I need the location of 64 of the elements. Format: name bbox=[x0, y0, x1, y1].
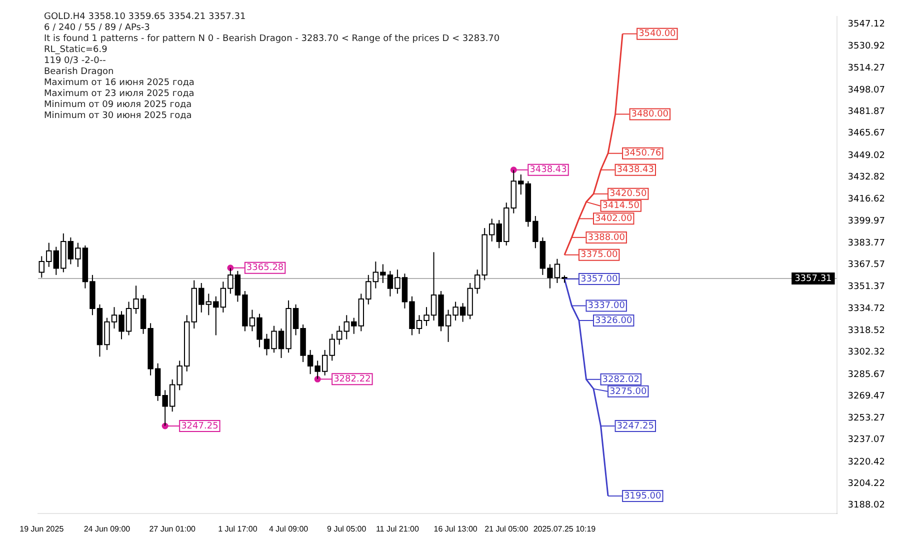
x-tick-label: 16 Jul 13:00 bbox=[434, 524, 478, 534]
data-label: 3438.43 bbox=[616, 165, 654, 176]
y-tick-label: 3253.27 bbox=[848, 413, 885, 424]
data-label: 3480.00 bbox=[631, 110, 669, 120]
data-label: 3540.00 bbox=[638, 29, 676, 40]
annotation: Minimum от 30 июня 2025 года bbox=[44, 111, 193, 122]
data-label: 3388.00 bbox=[588, 232, 626, 243]
y-tick-label: 3465.67 bbox=[848, 128, 885, 139]
data-label: 3247.25 bbox=[616, 421, 654, 432]
y-tick-label: 3383.77 bbox=[848, 238, 885, 248]
y-tick-label: 3547.12 bbox=[848, 20, 885, 30]
annotation: Maximum от 16 июня 2025 года bbox=[44, 78, 196, 89]
data-label: 3195.00 bbox=[624, 491, 662, 502]
y-tick-label: 3449.02 bbox=[848, 151, 885, 162]
data-label: 3420.50 bbox=[610, 189, 648, 200]
y-tick-label: 3351.37 bbox=[848, 282, 885, 292]
x-tick-label: 9 Jul 05:00 bbox=[327, 524, 367, 534]
y-tick-label: 3188.02 bbox=[848, 500, 885, 511]
data-label: 3450.76 bbox=[624, 148, 662, 159]
data-label: 3438.43 bbox=[530, 165, 567, 176]
annotation: 6 / 240 / 55 / 89 / APs-3 bbox=[44, 23, 151, 34]
y-tick-label: 3367.57 bbox=[848, 260, 885, 270]
data-label: 3282.22 bbox=[334, 374, 371, 384]
x-tick-label: 21 Jul 05:00 bbox=[484, 524, 529, 534]
y-tick-label: 3285.67 bbox=[848, 370, 885, 380]
y-tick-label: 3416.62 bbox=[848, 194, 885, 204]
x-tick-label: 11 Jul 21:00 bbox=[376, 524, 420, 534]
y-tick-label: 3237.07 bbox=[848, 434, 885, 445]
annotation: Minimum от 09 июля 2025 года bbox=[44, 100, 193, 111]
y-tick-label: 3334.72 bbox=[848, 304, 885, 314]
annotation: 119 0/3 -2-0-- bbox=[44, 56, 107, 67]
y-tick-label: 3514.27 bbox=[848, 64, 885, 74]
x-tick-label: 24 Jun 09:00 bbox=[84, 524, 131, 534]
data-label: 3326.00 bbox=[594, 316, 632, 326]
y-tick-label: 3498.07 bbox=[848, 85, 885, 96]
annotation: Bearish Dragon bbox=[44, 67, 115, 78]
data-label: 3275.00 bbox=[610, 386, 648, 397]
x-tick-label: 1 Jul 17:00 bbox=[218, 524, 258, 534]
data-label: 3247.25 bbox=[181, 421, 218, 432]
annotation: It is found 1 patterns - for pattern N 0 - Bearish Dragon - 3283.70 < Range of the prices D < 3283.70 bbox=[44, 34, 500, 45]
x-tick-label: 2025.07.25 10:19 bbox=[533, 524, 596, 534]
x-tick-label: 27 Jun 01:00 bbox=[149, 524, 196, 534]
data-label: 3375.00 bbox=[580, 250, 618, 260]
y-tick-label: 3318.52 bbox=[848, 326, 885, 336]
x-tick-label: 4 Jul 09:00 bbox=[268, 524, 309, 534]
y-tick-label: 3302.32 bbox=[848, 348, 885, 358]
y-tick-label: 3269.47 bbox=[848, 392, 885, 402]
y-tick-label: 3481.87 bbox=[848, 107, 885, 118]
data-label: 3357.00 bbox=[580, 274, 618, 284]
x-tick-label: 19 Jun 2025 bbox=[20, 524, 64, 534]
data-label: 3365.28 bbox=[246, 263, 284, 274]
data-label: 3414.50 bbox=[602, 201, 640, 212]
annotation: RL_Static=6.9 bbox=[44, 45, 108, 56]
annotation: Maximum от 23 июля 2025 года bbox=[44, 89, 196, 100]
y-tick-label: 3220.42 bbox=[848, 457, 885, 468]
y-tick-label: 3399.97 bbox=[848, 216, 885, 227]
data-label: 3402.00 bbox=[594, 214, 632, 224]
y-tick-label: 3204.22 bbox=[848, 478, 885, 489]
chart-title: GOLD.H4 3358.10 3359.65 3354.21 3357.31 bbox=[44, 12, 247, 23]
data-label: 3282.02 bbox=[602, 374, 640, 385]
y-tick-label: 3530.92 bbox=[848, 41, 885, 52]
y-tick-label: 3432.82 bbox=[848, 172, 885, 183]
ref-line-label: 3357.31 bbox=[794, 274, 832, 284]
data-label: 3337.00 bbox=[588, 301, 626, 312]
